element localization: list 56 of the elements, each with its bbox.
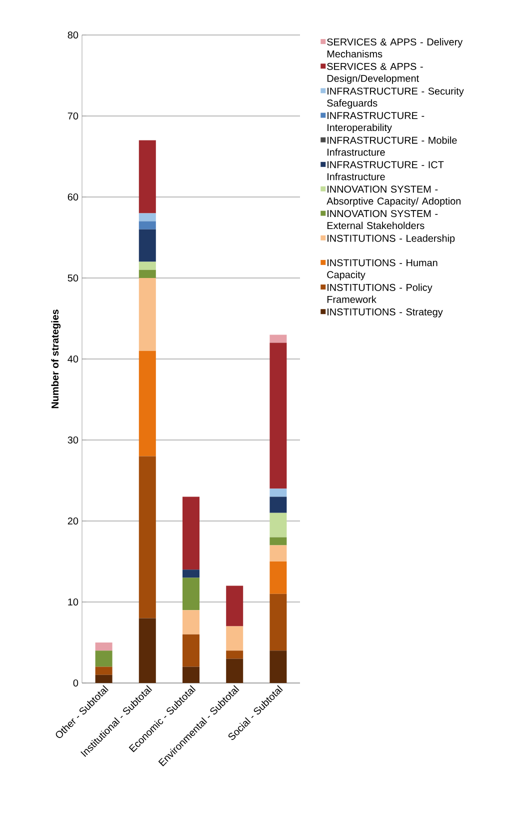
bar — [270, 594, 287, 651]
bar — [226, 586, 244, 626]
bar — [270, 342, 287, 489]
legend-label: INNOVATION SYSTEM - External Stakeholders — [327, 210, 438, 230]
y-tick-label: 10 — [68, 598, 78, 606]
bar — [182, 578, 200, 610]
bar — [138, 213, 156, 222]
bar — [270, 488, 287, 497]
bar — [182, 634, 200, 667]
legend-label: INNOVATION SYSTEM - Absorptive Capacity/ Adoption — [326, 186, 461, 207]
bar — [182, 496, 200, 570]
y-tick-label: 80 — [68, 31, 78, 39]
bar — [226, 626, 244, 651]
bar — [138, 229, 156, 262]
bar — [270, 496, 287, 513]
bar — [138, 270, 156, 278]
y-tick-label: 30 — [68, 436, 78, 444]
bar — [95, 674, 112, 683]
bar — [138, 618, 156, 683]
bar — [95, 642, 112, 651]
bar — [95, 650, 112, 667]
bar — [226, 658, 244, 683]
legend-label: INFRASTRUCTURE - Interoperability — [328, 112, 424, 134]
bar — [270, 650, 287, 683]
bar — [138, 278, 156, 351]
bar — [95, 666, 112, 675]
legend-label: INFRASTRUCTURE - Security Safeguards — [327, 87, 464, 109]
legend-label: INSTITUTIONS - Leadership — [328, 234, 455, 244]
y-tick-label: 20 — [68, 517, 78, 525]
legend-label: INSTITUTIONS - Human Capacity — [327, 259, 438, 280]
y-tick-label: 60 — [68, 193, 78, 201]
bar — [270, 537, 287, 546]
y-tick-label: 0 — [73, 679, 78, 687]
legend-label: INFRASTRUCTURE - Mobile Infrastructure — [328, 136, 457, 156]
bar — [270, 512, 287, 538]
legend-label: SERVICES & APPS - Delivery Mechanisms — [327, 38, 463, 58]
bar — [138, 221, 156, 230]
legend-label: INFRASTRUCTURE - ICT Infrastructure — [328, 161, 444, 180]
bar — [182, 666, 200, 683]
bar — [182, 570, 200, 578]
y-tick-label: 50 — [68, 274, 78, 282]
bar — [138, 456, 156, 618]
y-tick-label: 70 — [68, 112, 78, 120]
bar — [138, 262, 156, 270]
bar — [226, 650, 244, 659]
bar — [270, 545, 287, 562]
bar — [138, 350, 156, 456]
legend-label: SERVICES & APPS - Design/Development — [327, 62, 423, 84]
y-axis-title: Number of strategies — [51, 310, 61, 408]
bar — [138, 140, 156, 214]
bar — [270, 334, 287, 343]
legend-label: INSTITUTIONS - Policy Framework — [327, 284, 432, 303]
bar — [182, 610, 200, 634]
y-tick-label: 40 — [68, 355, 78, 363]
bar — [270, 562, 287, 594]
legend-label: INSTITUTIONS - Strategy — [328, 308, 443, 318]
